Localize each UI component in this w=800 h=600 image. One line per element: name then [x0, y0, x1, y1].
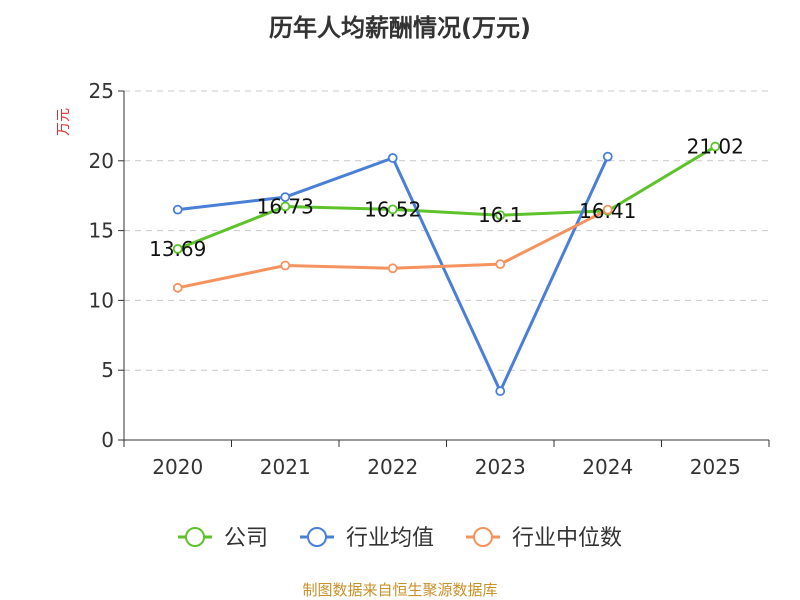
series-point-3: [280, 260, 291, 271]
legend-label: 行业均值: [346, 526, 434, 551]
y-tick-label: 15: [89, 219, 114, 243]
data-labels: 13.69 16.73 16.52 16.1 16.41 21.02: [149, 135, 744, 261]
x-tick-label: 2020: [152, 455, 203, 479]
y-tick-label: 25: [89, 79, 114, 103]
y-tick-label: 10: [89, 288, 114, 312]
chart-title: 历年人均薪酬情况(万元): [269, 14, 531, 42]
x-tick-label: 2021: [260, 455, 311, 479]
legend: 公司 行业均值 行业中位数: [178, 526, 622, 551]
x-tick-label: 2025: [690, 455, 741, 479]
data-label: 16.41: [579, 199, 636, 223]
data-label: 16.73: [257, 194, 314, 218]
series-point-1: [387, 204, 398, 215]
y-tick-label: 20: [89, 149, 114, 173]
grid-lines: [124, 90, 769, 371]
x-tick-label: 2024: [582, 455, 633, 479]
data-label: 21.02: [687, 135, 744, 159]
source-note: 制图数据来自恒生聚源数据库: [302, 581, 497, 599]
data-label: 16.52: [364, 197, 421, 221]
series-point-1: [495, 210, 506, 221]
x-tick-label: 2023: [475, 455, 526, 479]
legend-label: 公司: [224, 526, 268, 551]
series-point-2: [280, 192, 291, 202]
y-tick-label: 0: [101, 428, 114, 452]
legend-item-1: 公司: [178, 526, 268, 551]
series-point-2: [602, 151, 613, 162]
legend-swatch-marker: [185, 527, 205, 547]
series-line-1: [176, 145, 717, 251]
series-point-3: [495, 259, 506, 270]
legend-swatch-marker: [307, 527, 327, 547]
x-tick-label: 2022: [367, 455, 418, 479]
series-point-1: [280, 201, 291, 212]
legend-swatch-marker: [473, 527, 493, 547]
series-point-2: [387, 153, 398, 163]
series-point-2: [495, 386, 506, 397]
data-label: 16.1: [478, 203, 523, 227]
series-point-1: [710, 141, 721, 152]
series-point-3: [602, 204, 613, 215]
series-point-3: [172, 282, 183, 293]
legend-label: 行业中位数: [512, 526, 622, 551]
series-point-2: [172, 204, 183, 215]
legend-item-3: 行业中位数: [466, 526, 622, 551]
series-point-3: [387, 263, 398, 274]
y-axis-label: 万元: [56, 108, 72, 136]
legend-item-2: 行业均值: [300, 526, 434, 551]
data-label: 13.69: [149, 237, 206, 261]
y-tick-label: 5: [101, 358, 114, 382]
series-point-1: [172, 243, 183, 254]
series-lines: [172, 141, 721, 397]
